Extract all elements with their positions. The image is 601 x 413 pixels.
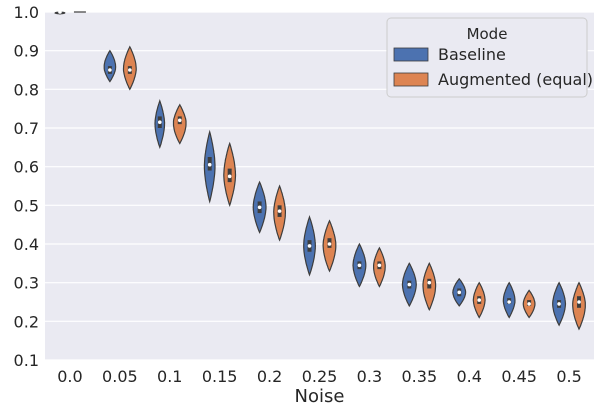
violin-median-dot — [128, 68, 132, 72]
x-tick-label: 0.45 — [501, 367, 537, 386]
violin-median-dot — [277, 209, 282, 213]
y-tick-label: 1.0 — [14, 3, 39, 22]
legend-swatch-baseline — [393, 47, 429, 62]
y-tick-label: 0.3 — [14, 274, 39, 293]
violin-median-dot — [157, 120, 162, 124]
x-tick-label: 0.0 — [57, 367, 82, 386]
x-tick-label: 0.5 — [556, 367, 581, 386]
x-tick-label: 0.35 — [402, 367, 438, 386]
x-tick-label: 0.05 — [102, 367, 138, 386]
violin-marks — [54, 10, 586, 331]
y-tick-labels: 0.1 0.2 0.3 0.4 0.5 0.6 0.7 0.8 0.9 1.0 — [14, 3, 39, 370]
y-tick-label: 0.1 — [14, 351, 39, 370]
violin-median-dot — [477, 298, 482, 302]
y-tick-label: 0.7 — [14, 119, 39, 138]
x-tick-label: 0.3 — [357, 367, 382, 386]
x-tick-label: 0.25 — [302, 367, 338, 386]
violin-median-dot — [227, 174, 232, 179]
legend-label-baseline: Baseline — [438, 45, 506, 64]
violin-median-dot — [307, 244, 312, 248]
legend-title: Mode — [467, 25, 508, 43]
x-tick-label: 0.4 — [457, 367, 482, 386]
y-tick-label: 0.2 — [14, 312, 39, 331]
x-tick-label: 0.1 — [157, 367, 182, 386]
grid-lines — [45, 11, 594, 361]
violin-median-dot — [527, 302, 531, 306]
violin-median-dot — [257, 205, 262, 210]
y-tick-label: 0.5 — [14, 196, 39, 215]
violin-median-dot — [457, 290, 462, 295]
x-tick-label: 0.2 — [257, 367, 282, 386]
violin-median-dot — [207, 162, 212, 167]
y-tick-label: 0.9 — [14, 42, 39, 61]
legend-swatch-augmented — [393, 72, 429, 87]
violin-median-dot — [357, 263, 362, 268]
x-tick-labels: 0.0 0.05 0.1 0.15 0.2 0.25 0.3 0.35 0.4 0.45 0.5 — [57, 367, 582, 386]
x-tick-label: 0.15 — [202, 367, 238, 386]
violin-median-dot — [108, 68, 112, 72]
violin-median-dot — [557, 302, 561, 306]
legend: Mode Baseline Augmented (equal) — [386, 17, 593, 98]
violin-median-dot — [377, 263, 382, 268]
violin-median-dot — [427, 280, 432, 285]
y-tick-label: 0.8 — [14, 80, 39, 99]
y-tick-label: 0.4 — [14, 235, 39, 254]
violin-median-dot — [577, 300, 581, 304]
violin-median-dot — [177, 118, 182, 123]
violin-median-dot — [407, 282, 412, 287]
violin-median-dot — [507, 300, 511, 304]
violin-median-dot — [327, 242, 332, 246]
legend-box — [386, 17, 588, 98]
y-tick-label: 0.6 — [14, 158, 39, 177]
violin-augmented — [172, 103, 187, 145]
x-axis-title: Noise — [295, 386, 345, 407]
violin-median-dot — [58, 10, 62, 14]
legend-label-augmented: Augmented (equal) — [438, 70, 593, 89]
